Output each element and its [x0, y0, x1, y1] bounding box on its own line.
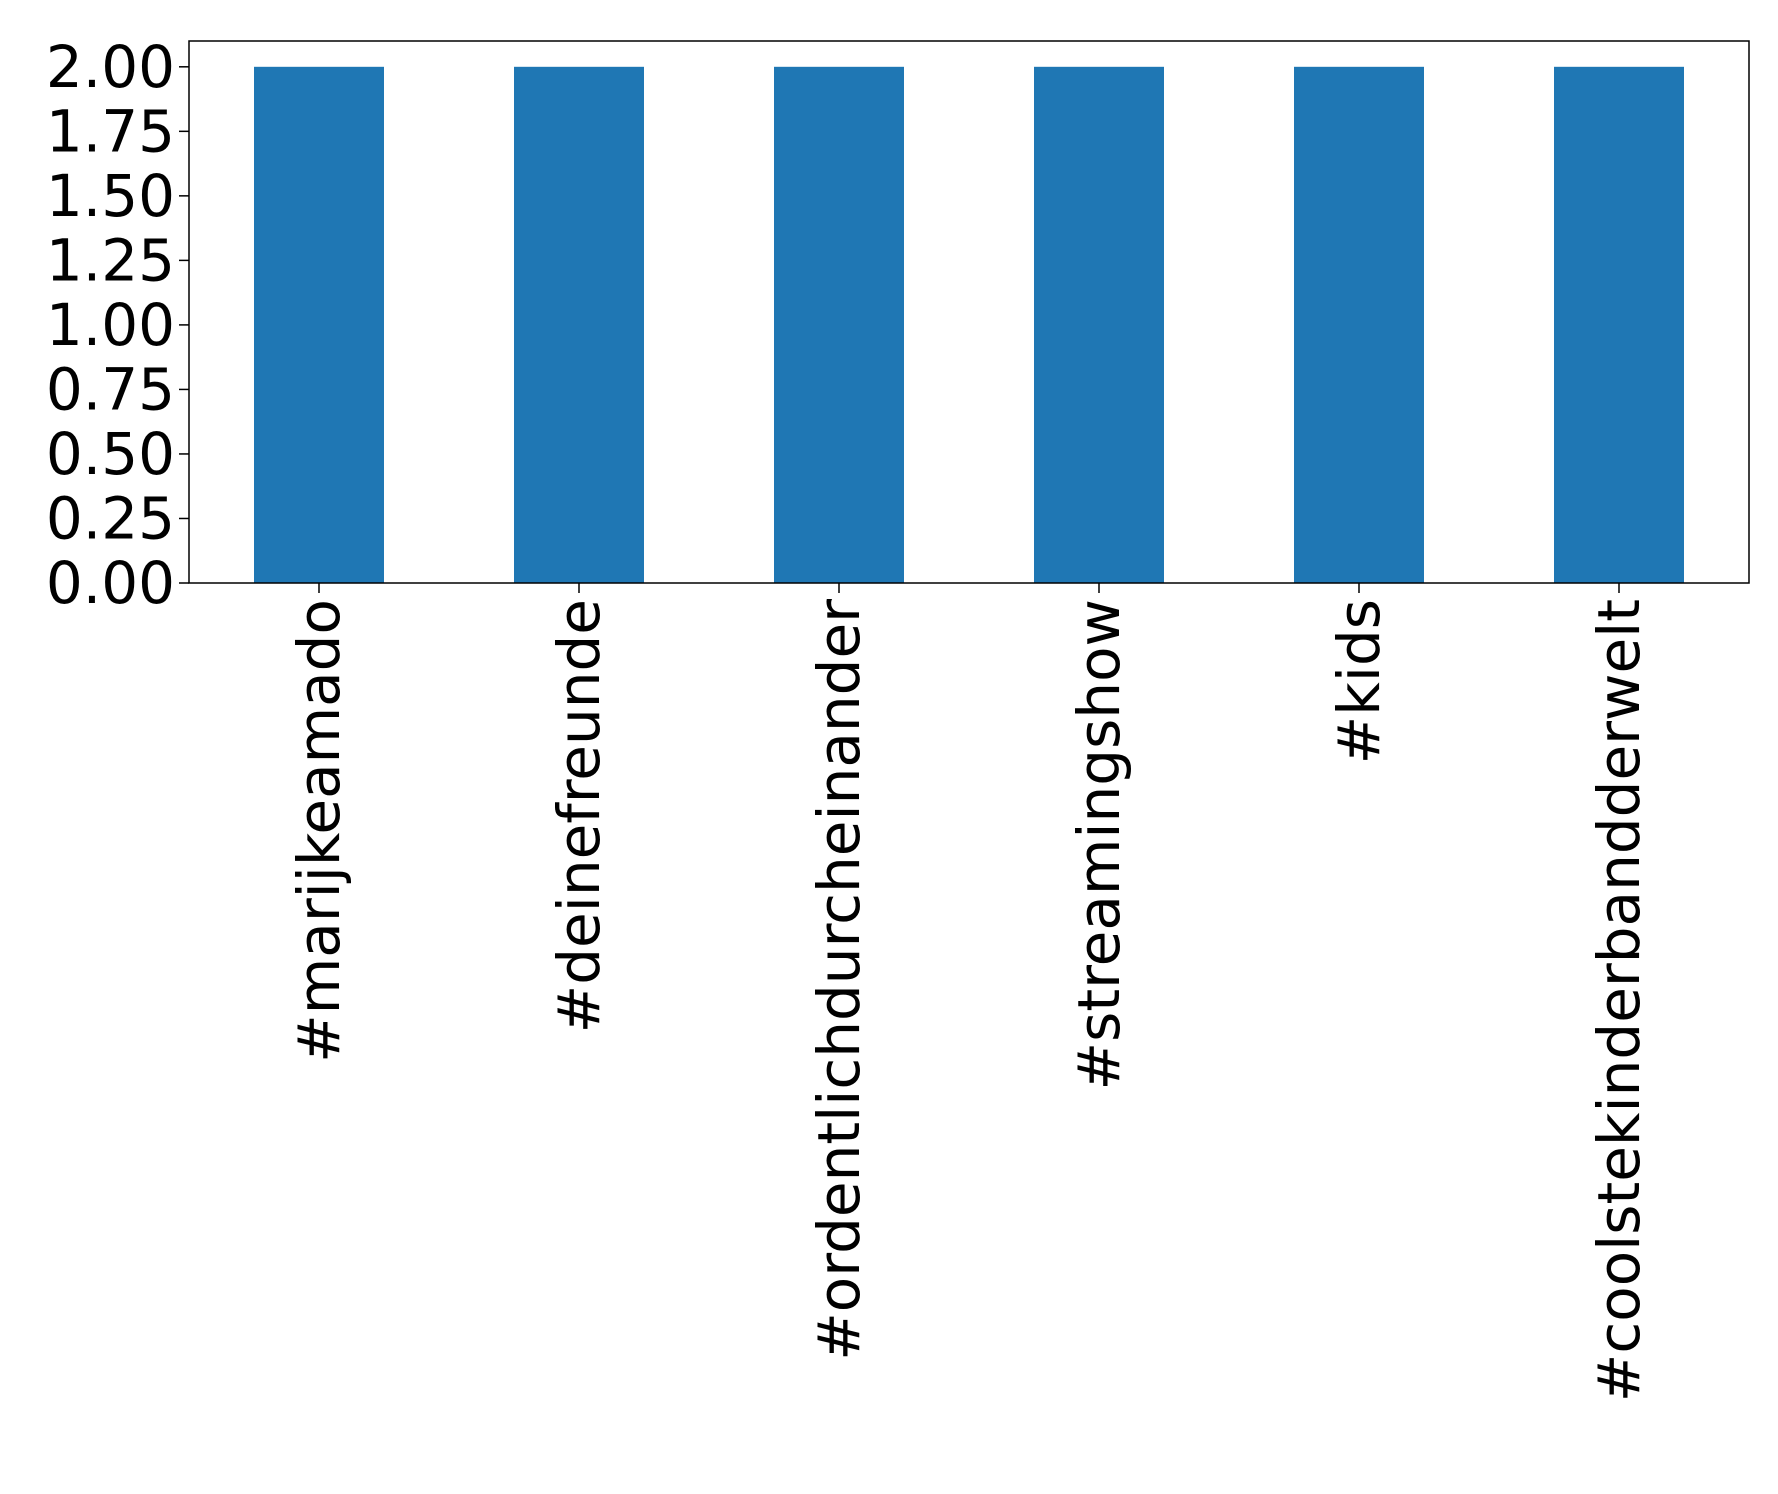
y-tick-label: 1.25 — [46, 226, 175, 294]
y-tick-label: 1.75 — [46, 97, 175, 165]
y-tick-label: 0.75 — [46, 355, 175, 423]
bar — [1034, 66, 1164, 584]
x-tick-label: #ordentlichdurcheinander — [805, 599, 873, 1361]
y-tick-label: 2.00 — [46, 33, 175, 101]
plot-frame — [188, 40, 1750, 584]
y-tick-label: 0.00 — [46, 549, 175, 617]
bar — [1294, 66, 1424, 584]
bar — [514, 66, 644, 584]
x-tick-label: #coolstekinderbandderwelt — [1585, 599, 1653, 1402]
y-tick-label: 0.50 — [46, 420, 175, 488]
x-tick-label: #marijkeamado — [285, 599, 353, 1063]
bar — [254, 66, 384, 584]
y-tick-label: 1.00 — [46, 291, 175, 359]
x-tick-label: #streamingshow — [1065, 599, 1133, 1090]
bar — [1554, 66, 1684, 584]
y-tick-label: 0.25 — [46, 484, 175, 552]
x-tick-label: #kids — [1325, 599, 1393, 764]
x-tick-label: #deinefreunde — [545, 599, 613, 1033]
bar — [774, 66, 904, 584]
y-tick-label: 1.50 — [46, 162, 175, 230]
